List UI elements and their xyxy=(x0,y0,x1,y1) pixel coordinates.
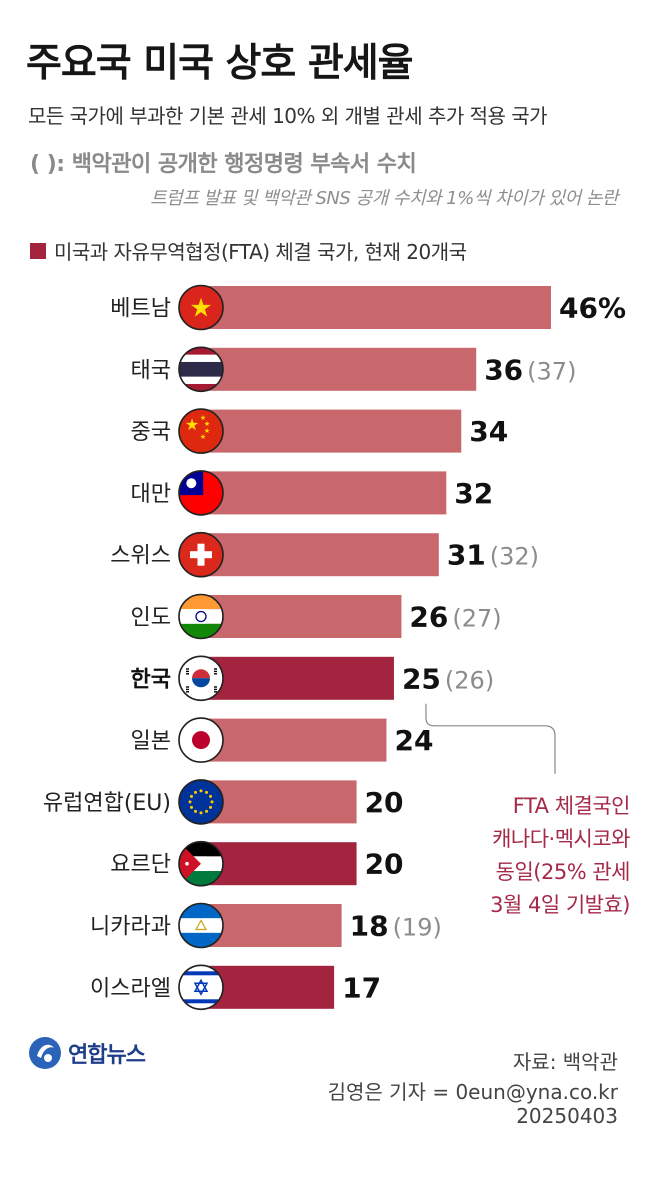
value-label: 34 xyxy=(469,415,508,448)
bar xyxy=(207,471,447,515)
bar-row: 유럽연합(EU) 20 xyxy=(43,779,404,825)
bar-row: 태국 36 (37) xyxy=(131,346,576,393)
bar xyxy=(207,409,462,453)
value-label: 46% xyxy=(559,292,626,325)
category-label: 한국 xyxy=(131,667,171,692)
switzerland-flag xyxy=(178,531,224,578)
annex-value-label: (19) xyxy=(393,914,442,942)
legend: 미국과 자유무역협정(FTA) 체결 국가, 현재 20개국 xyxy=(30,236,467,265)
category-label: 중국 xyxy=(131,420,171,445)
value-label: 25 (26) xyxy=(402,662,494,695)
yonhap-logo: 연합뉴스 xyxy=(28,1036,146,1070)
credit: 김영은 기자 = 0eun@yna.co.kr xyxy=(327,1080,618,1104)
callout-line: FTA 체결국인 xyxy=(512,794,631,818)
svg-text:★: ★ xyxy=(185,415,199,434)
chart-title: 주요국 미국 상호 관세율 xyxy=(26,41,414,86)
category-label: 태국 xyxy=(131,358,171,383)
category-label: 이스라엘 xyxy=(90,976,171,1001)
callout-connector xyxy=(425,703,556,774)
bar-row: 요르단 20 xyxy=(110,840,404,887)
fta-callout: FTA 체결국인 캐나다·멕시코와 동일(25% 관세 3월 4일 기발효) xyxy=(440,790,630,922)
bar xyxy=(207,533,439,577)
bar xyxy=(207,842,357,886)
india-flag xyxy=(178,593,224,640)
value-label: 31 (32) xyxy=(447,539,539,572)
annex-value-label: (32) xyxy=(490,543,539,571)
bar xyxy=(207,718,387,762)
yonhap-logo-icon xyxy=(29,1037,61,1069)
svg-text:★: ★ xyxy=(204,427,210,435)
bar-row: ★ 베트남 46% xyxy=(110,284,626,331)
korea-flag xyxy=(178,655,224,702)
vietnam-flag: ★ xyxy=(178,284,224,331)
bar-row: 일본 24 xyxy=(131,717,433,763)
svg-text:★: ★ xyxy=(204,420,210,428)
category-label: 베트남 xyxy=(110,297,171,322)
china-flag: ★ ★★★★ xyxy=(178,408,224,454)
thailand-flag xyxy=(178,346,224,393)
bar xyxy=(207,780,357,824)
bar-row: 대만 32 xyxy=(131,470,493,516)
annex-note-detail: 트럼프 발표 및 백악관 SNS 공개 수치와 1%씩 차이가 있어 논란 xyxy=(150,188,618,209)
annex-value-label: (27) xyxy=(452,605,501,633)
svg-text:★: ★ xyxy=(200,433,206,441)
bar-row: 한국 25 (26) xyxy=(131,655,494,702)
category-label: 일본 xyxy=(131,729,171,754)
chart-subtitle: 모든 국가에 부과한 기본 관세 10% 외 개별 관세 추가 적용 국가 xyxy=(28,104,548,128)
svg-text:★: ★ xyxy=(189,294,212,324)
bar xyxy=(207,286,551,329)
svg-text:★: ★ xyxy=(200,414,206,422)
bar-row: ★ ★★★★중국 34 xyxy=(131,408,508,454)
category-label: 스위스 xyxy=(110,544,171,569)
bar xyxy=(207,347,477,391)
annex-value-label: (37) xyxy=(527,357,576,385)
eu-flag xyxy=(178,779,224,825)
bar-row: 니카라과 18 (19) xyxy=(90,902,442,949)
annex-value-label: (26) xyxy=(445,666,494,694)
value-label: 20 xyxy=(365,848,404,881)
date: 20250403 xyxy=(516,1104,618,1128)
legend-swatch-fta xyxy=(30,242,46,259)
value-label: 24 xyxy=(394,724,433,757)
value-label: 20 xyxy=(365,786,404,819)
value-label: 18 (19) xyxy=(350,910,442,943)
category-label: 대만 xyxy=(131,482,171,507)
bar-row: 인도 26 (27) xyxy=(131,593,502,640)
bar xyxy=(207,595,402,638)
category-label: 요르단 xyxy=(110,853,171,878)
legend-label-fta: 미국과 자유무역협정(FTA) 체결 국가, 현재 20개국 xyxy=(54,240,467,264)
nicaragua-flag xyxy=(178,902,224,949)
callout-line: 3월 4일 기발효) xyxy=(490,893,630,917)
bar xyxy=(207,656,394,700)
japan-flag xyxy=(178,717,224,763)
source: 자료: 백악관 xyxy=(512,1050,618,1074)
bar-row: 스위스 31 (32) xyxy=(110,531,539,578)
israel-flag xyxy=(178,964,224,1011)
jordan-flag xyxy=(178,840,224,887)
value-label: 32 xyxy=(454,477,493,510)
annex-note: ( ): 백악관이 공개한 행정명령 부속서 수치 xyxy=(30,152,417,177)
value-label: 17 xyxy=(342,971,381,1004)
value-label: 26 (27) xyxy=(409,601,501,634)
category-label: 인도 xyxy=(131,606,171,631)
taiwan-flag xyxy=(178,470,224,516)
callout-line: 캐나다·멕시코와 xyxy=(492,827,630,851)
value-label: 36 (37) xyxy=(484,353,576,386)
callout-line: 동일(25% 관세 xyxy=(495,860,631,884)
bar xyxy=(207,904,342,947)
category-label: 유럽연합(EU) xyxy=(43,791,171,816)
bar xyxy=(207,965,335,1009)
category-label: 니카라과 xyxy=(90,915,171,940)
logo-text: 연합뉴스 xyxy=(68,1043,146,1068)
bar-row: 이스라엘 17 xyxy=(90,964,381,1011)
